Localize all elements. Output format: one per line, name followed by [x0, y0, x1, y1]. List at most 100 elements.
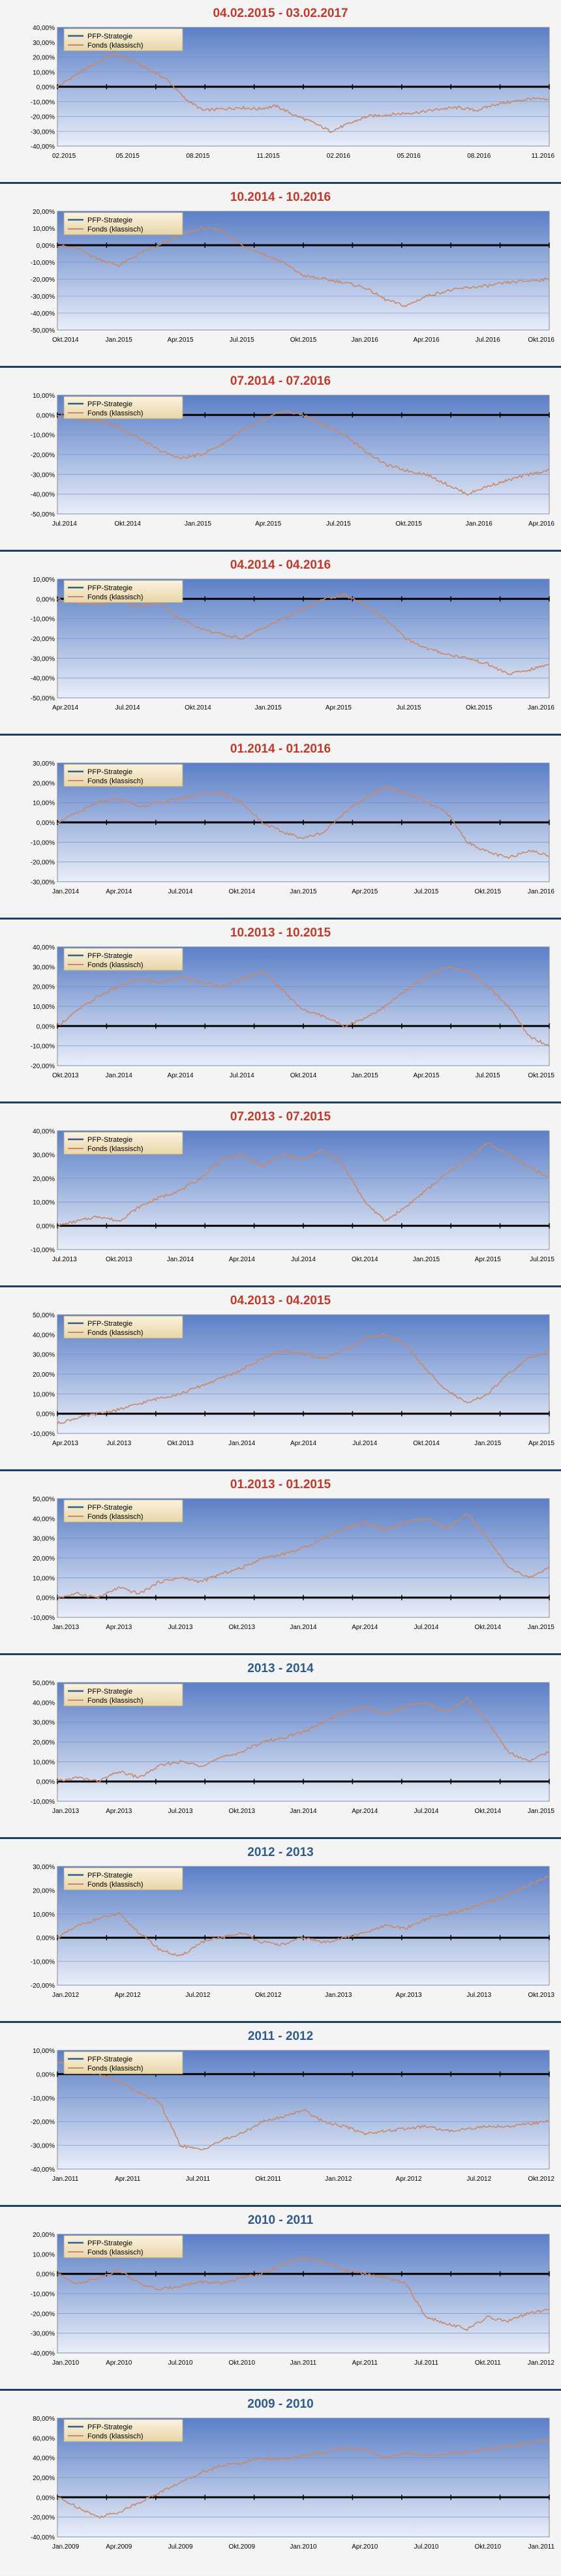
- y-tick-label: 20,00%: [33, 780, 55, 787]
- series-line-fonds-klassisch: [57, 1332, 550, 1425]
- y-tick-label: 50,00%: [33, 1680, 55, 1687]
- x-tick-label: Okt.2013: [228, 1808, 255, 1815]
- x-tick-label: 08.2015: [186, 153, 210, 160]
- x-tick-label: Jan.2016: [466, 520, 493, 528]
- legend-label: Fonds (klassisch): [87, 1145, 144, 1153]
- y-tick-label: 0,00%: [37, 84, 55, 91]
- legend-box: [63, 1499, 183, 1523]
- series-line-fonds-klassisch: [57, 2256, 550, 2331]
- x-tick-label: Jul.2014: [52, 520, 77, 528]
- x-tick-label: Okt.2014: [114, 520, 141, 528]
- legend-label: PFP-Strategie: [87, 768, 132, 776]
- y-tick-label: -10,00%: [31, 1959, 55, 1966]
- y-tick-label: 10,00%: [33, 577, 55, 584]
- y-tick-label: 10,00%: [33, 1004, 55, 1011]
- legend-label: Fonds (klassisch): [87, 2433, 144, 2440]
- x-tick-label: Jul.2014: [414, 1808, 439, 1815]
- chart-panel: 2011 - 2012 10,00% 0,00% -10,00% -20,00% -30,…: [0, 2023, 561, 2207]
- series-line-fonds-klassisch: [57, 593, 550, 676]
- series-line-fonds-klassisch: [57, 2061, 550, 2151]
- legend-label: Fonds (klassisch): [87, 1329, 144, 1337]
- x-tick-label: Apr.2012: [396, 2176, 422, 2183]
- panel-separator: [0, 918, 561, 920]
- chart-title: 2011 - 2012: [248, 2029, 313, 2043]
- x-tick-label: Jan.2014: [228, 1440, 256, 1447]
- y-tick-label: 40,00%: [33, 2455, 55, 2463]
- legend-label: Fonds (klassisch): [87, 2065, 144, 2073]
- legend-box: [63, 2419, 183, 2442]
- y-tick-label: -20,00%: [31, 2119, 55, 2126]
- x-tick-label: Jan.2016: [528, 704, 555, 711]
- x-tick-label: Jan.2012: [52, 1992, 80, 1999]
- chart-panel: 10.2014 - 10.2016 20,00% 10,00% 0,00% -10,00…: [0, 184, 561, 368]
- y-tick-label: 20,00%: [33, 2475, 55, 2482]
- chart-panel: 07.2013 - 07.2015 40,00% 30,00% 20,00% 10,00…: [0, 1103, 561, 1287]
- x-tick-label: Apr.2015: [255, 520, 281, 528]
- y-tick-label: 10,00%: [33, 800, 55, 807]
- x-tick-label: Jul.2013: [52, 1256, 77, 1263]
- x-tick-label: Jul.2015: [326, 520, 351, 528]
- legend-label: PFP-Strategie: [87, 2423, 132, 2431]
- x-tick-label: Jul.2015: [230, 337, 254, 344]
- x-tick-label: Okt.2013: [52, 1072, 79, 1079]
- legend-label: Fonds (klassisch): [87, 226, 144, 233]
- legend-label: PFP-Strategie: [87, 952, 132, 960]
- series-line-fonds-klassisch: [57, 1696, 550, 1784]
- y-tick-label: 30,00%: [33, 1352, 55, 1359]
- y-tick-label: 0,00%: [37, 1223, 55, 1231]
- x-tick-label: Apr.2010: [106, 2359, 132, 2367]
- x-tick-label: Jan.2013: [325, 1992, 352, 1999]
- y-tick-label: -20,00%: [31, 452, 55, 459]
- x-tick-label: Okt.2016: [528, 337, 554, 344]
- x-tick-label: Jul.2011: [414, 2359, 439, 2367]
- x-tick-label: Jul.2010: [168, 2359, 193, 2367]
- x-tick-label: Jan.2014: [290, 1624, 317, 1631]
- x-tick-label: Jan.2010: [52, 2359, 80, 2367]
- chart-title: 2010 - 2011: [248, 2213, 314, 2227]
- chart-panel: 2010 - 2011 20,00% 10,00% 0,00% -10,00% -20,0…: [0, 2207, 561, 2391]
- y-tick-label: 20,00%: [33, 1887, 55, 1895]
- y-tick-label: 0,00%: [37, 412, 55, 419]
- x-tick-label: Jan.2016: [528, 888, 555, 895]
- series-line-fonds-klassisch: [57, 410, 550, 496]
- legend-label: Fonds (klassisch): [87, 961, 144, 969]
- series-line-fonds-klassisch: [57, 965, 550, 1047]
- series-line-fonds-klassisch: [57, 2438, 550, 2519]
- y-tick-label: 0,00%: [37, 1779, 55, 1786]
- legend-box: [63, 1683, 183, 1707]
- x-tick-label: Jan.2009: [52, 2543, 80, 2551]
- y-tick-label: -20,00%: [31, 860, 55, 867]
- x-tick-label: Apr.2016: [413, 337, 439, 344]
- y-tick-label: 10,00%: [33, 226, 55, 233]
- y-tick-label: 20,00%: [33, 1371, 55, 1379]
- x-tick-label: Jul.2014: [230, 1072, 254, 1079]
- x-tick-label: Jan.2015: [413, 1256, 440, 1263]
- legend-label: PFP-Strategie: [87, 2056, 132, 2063]
- x-tick-label: Jul.2013: [168, 1624, 193, 1631]
- legend-box: [63, 948, 183, 971]
- chart-panel: 2009 - 2010 80,00% 60,00% 40,00% 20,00% 0,00%…: [0, 2391, 561, 2575]
- x-tick-label: Okt.2014: [474, 1808, 501, 1815]
- x-tick-label: Jan.2014: [167, 1256, 194, 1263]
- legend-box: [63, 1131, 183, 1155]
- x-tick-label: Apr.2009: [106, 2543, 132, 2551]
- y-tick-label: 20,00%: [33, 55, 55, 62]
- y-tick-label: -40,00%: [31, 676, 55, 683]
- x-tick-label: Okt.2014: [228, 888, 255, 895]
- panel-separator: [0, 1653, 561, 1655]
- panel-separator: [0, 182, 561, 184]
- y-tick-label: -30,00%: [31, 293, 55, 301]
- y-tick-label: 40,00%: [33, 1128, 55, 1135]
- y-tick-label: -40,00%: [31, 310, 55, 318]
- x-tick-label: Jan.2014: [52, 888, 80, 895]
- x-tick-label: Jan.2011: [290, 2359, 317, 2367]
- panel-separator: [0, 550, 561, 552]
- y-tick-label: 10,00%: [33, 393, 55, 400]
- y-tick-label: 10,00%: [33, 69, 55, 76]
- x-tick-label: 08.2016: [467, 153, 491, 160]
- x-tick-label: Jan.2015: [474, 1440, 502, 1447]
